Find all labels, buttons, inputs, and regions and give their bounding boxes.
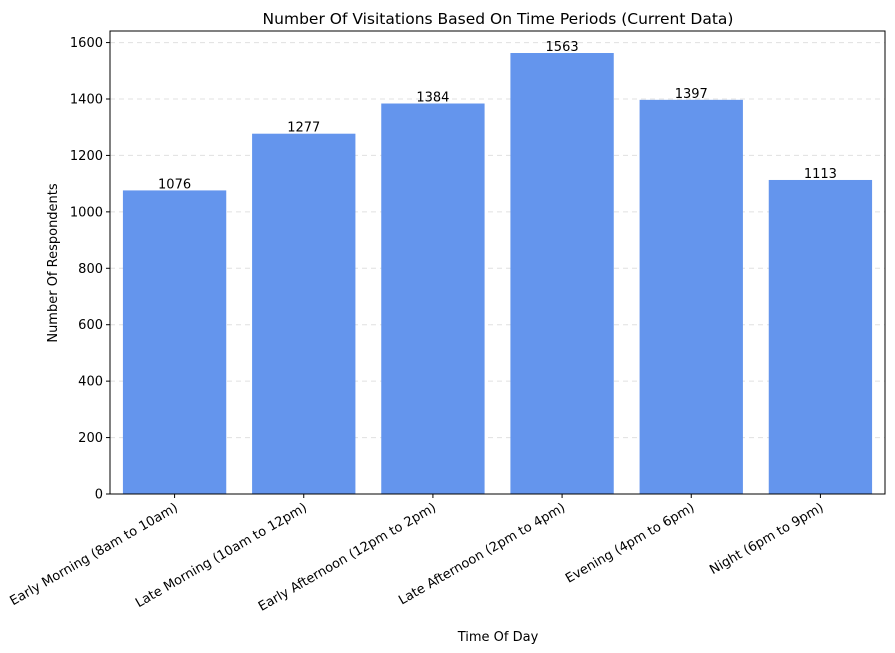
gridlines xyxy=(110,42,885,439)
y-tick-label: 400 xyxy=(78,375,103,390)
x-axis-label: Time Of Day xyxy=(457,630,539,645)
bar-value-label: 1076 xyxy=(158,177,191,192)
y-tick-label: 0 xyxy=(95,488,103,503)
bar xyxy=(122,190,227,495)
bar-value-label: 1277 xyxy=(287,121,320,136)
bar xyxy=(381,103,485,494)
bar xyxy=(510,53,614,494)
bar-value-label: 1397 xyxy=(675,87,708,102)
y-tick-label: 1200 xyxy=(70,149,103,164)
y-axis-ticks: 0 200 400 600 800 1000 1200 1400 1600 xyxy=(70,36,110,503)
y-tick-label: 1400 xyxy=(70,92,103,107)
bar-value-label: 1384 xyxy=(416,91,449,106)
y-axis-label: Number Of Respondents xyxy=(46,183,61,343)
y-tick-label: 600 xyxy=(78,318,103,333)
x-tick-label: Evening (4pm to 6pm) xyxy=(563,500,697,586)
bar xyxy=(639,99,743,495)
x-tick-label: Night (6pm to 9pm) xyxy=(707,500,826,577)
y-tick-label: 800 xyxy=(78,262,103,277)
data-labels: 1076 1277 1384 1563 1397 1113 xyxy=(158,40,837,192)
bar xyxy=(252,133,356,494)
bar-value-label: 1113 xyxy=(804,167,837,182)
bar-value-label: 1563 xyxy=(546,40,579,55)
y-tick-label: 200 xyxy=(78,431,103,446)
x-axis-ticks: Early Morning (8am to 10am)Late Morning … xyxy=(7,494,826,615)
plot-frame xyxy=(109,30,886,495)
chart-title: Number Of Visitations Based On Time Peri… xyxy=(263,10,734,28)
bar xyxy=(768,179,873,494)
bars xyxy=(122,53,873,495)
y-tick-label: 1000 xyxy=(70,205,103,220)
y-tick-label: 1600 xyxy=(70,36,103,51)
